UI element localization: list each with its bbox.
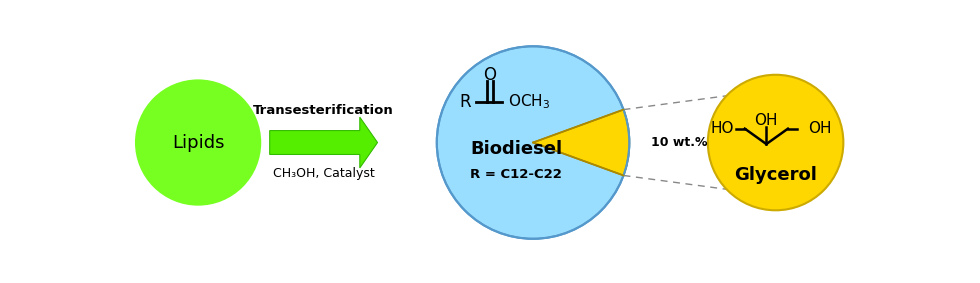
Polygon shape	[270, 117, 377, 168]
Text: CH₃OH, Catalyst: CH₃OH, Catalyst	[272, 167, 374, 180]
Text: OH: OH	[755, 113, 778, 128]
Text: Transesterification: Transesterification	[253, 104, 394, 117]
Text: OH: OH	[808, 121, 831, 136]
Ellipse shape	[135, 80, 262, 206]
Text: HO: HO	[710, 121, 734, 136]
Text: Glycerol: Glycerol	[734, 166, 817, 184]
Text: 10 wt.%: 10 wt.%	[651, 136, 708, 149]
Text: R = C12-C22: R = C12-C22	[470, 168, 563, 181]
Text: OCH$_3$: OCH$_3$	[509, 92, 551, 111]
Text: R: R	[460, 93, 471, 111]
Text: Biodiesel: Biodiesel	[470, 140, 563, 158]
Text: O: O	[483, 66, 497, 84]
Circle shape	[708, 75, 844, 210]
Circle shape	[437, 46, 629, 239]
Text: Lipids: Lipids	[172, 134, 224, 151]
Polygon shape	[533, 110, 629, 175]
